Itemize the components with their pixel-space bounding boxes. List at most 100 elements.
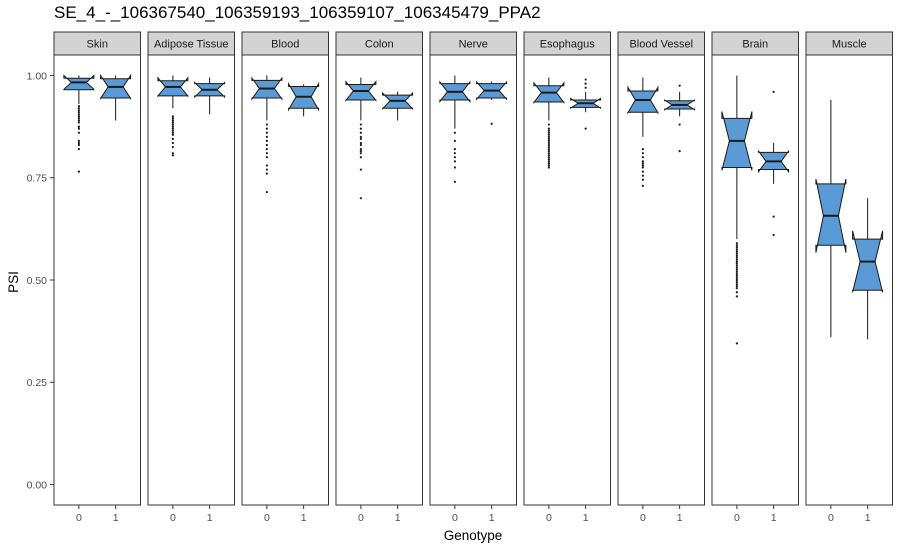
facet-strip-label: Blood [271,39,299,51]
facet-panel: Adipose Tissue 0 1 [147,31,235,524]
outlier-point [735,274,738,278]
x-tick-label: 0 [264,512,270,524]
outlier-point [547,127,550,130]
outlier-point [641,178,644,181]
chart-title: SE_4_-_106367540_106359193_106359107_106… [54,3,541,22]
outlier-point [547,135,550,138]
outlier-point [735,287,738,290]
box-esophagus-0 [533,77,565,169]
outlier-point [77,117,80,120]
outlier-point [265,139,268,143]
outlier-point [171,154,174,157]
outlier-point [359,168,362,171]
outlier-point [77,113,80,116]
outlier-point [453,131,456,134]
outlier-point [265,143,268,147]
outlier-point [171,119,174,122]
outlier-point [735,291,738,294]
x-tick-label: 1 [583,512,589,524]
box-colon-1 [382,91,414,121]
box-blood-1 [288,81,320,117]
x-tick-label: 0 [358,512,364,524]
facet-panel-border [53,54,141,506]
outlier-point [735,252,738,255]
outlier-point [359,123,362,126]
outlier-point [77,111,80,114]
outlier-point [359,152,362,155]
outlier-point [77,139,80,143]
y-tick-label: 0.50 [27,275,48,287]
outlier-point [453,180,456,183]
outlier-point [678,123,681,126]
box-adipose-tissue-0 [157,75,189,157]
outlier-point [735,276,738,280]
outlier-point [171,127,174,130]
outlier-point [265,147,268,151]
outlier-point [265,156,268,159]
y-axis-title: PSI [6,271,21,293]
box-skin-0 [63,74,95,173]
outlier-point [453,152,456,155]
outlier-point [77,125,80,128]
box-nerve-1 [476,80,508,125]
outlier-point [641,160,644,163]
outlier-point [77,170,80,173]
outlier-point [641,174,644,177]
facet-panel-border [335,54,423,506]
outlier-point [359,197,362,200]
y-tick-label: 1.00 [27,70,48,82]
outlier-point [735,254,738,257]
outlier-point [547,162,550,165]
outlier-point [641,152,644,155]
outlier-point [641,156,644,159]
outlier-point [641,184,644,188]
outlier-point [77,147,80,151]
facet-panel: Skin 0 1 [53,31,141,524]
outlier-point [265,168,268,171]
outlier-point [77,119,80,122]
outlier-point [171,129,174,132]
x-tick-label: 1 [489,512,495,524]
outlier-point [359,127,362,130]
outlier-point [265,123,268,126]
outlier-point [359,156,362,159]
x-tick-label: 1 [113,512,119,524]
x-tick-label: 1 [865,512,871,524]
outlier-point [735,295,738,298]
outlier-point [265,131,268,134]
outlier-point [547,156,550,159]
outlier-point [735,260,738,263]
x-tick-label: 1 [677,512,683,524]
outlier-point [584,127,587,130]
facet-strip-label: Colon [365,39,394,51]
outlier-point [641,162,644,165]
x-tick-label: 1 [771,512,777,524]
facet-panel-border [523,54,611,506]
box-blood-vessel-0 [627,77,659,188]
outlier-point [359,141,362,145]
outlier-point [77,115,80,118]
outlier-point [547,154,550,157]
x-tick-label: 1 [301,512,307,524]
outlier-point [678,84,681,87]
facet-panel: Colon 0 1 [335,31,423,524]
box-brain-1 [758,90,790,237]
outlier-point [547,147,550,151]
outlier-point [359,147,362,151]
box-blood-0 [251,75,283,194]
outlier-point [490,122,493,125]
outlier-point [547,137,550,140]
outlier-point [171,123,174,126]
outlier-point [735,268,738,271]
outlier-point [265,164,268,167]
outlier-point [77,131,80,134]
outlier-point [735,270,738,273]
y-tick-label: 0.75 [27,173,48,185]
outlier-point [735,262,738,265]
outlier-point [735,278,738,282]
facet-panel-border [429,54,517,506]
outlier-point [453,166,456,169]
facet-panel: Esophagus 0 1 [523,31,611,524]
outlier-point [547,152,550,155]
